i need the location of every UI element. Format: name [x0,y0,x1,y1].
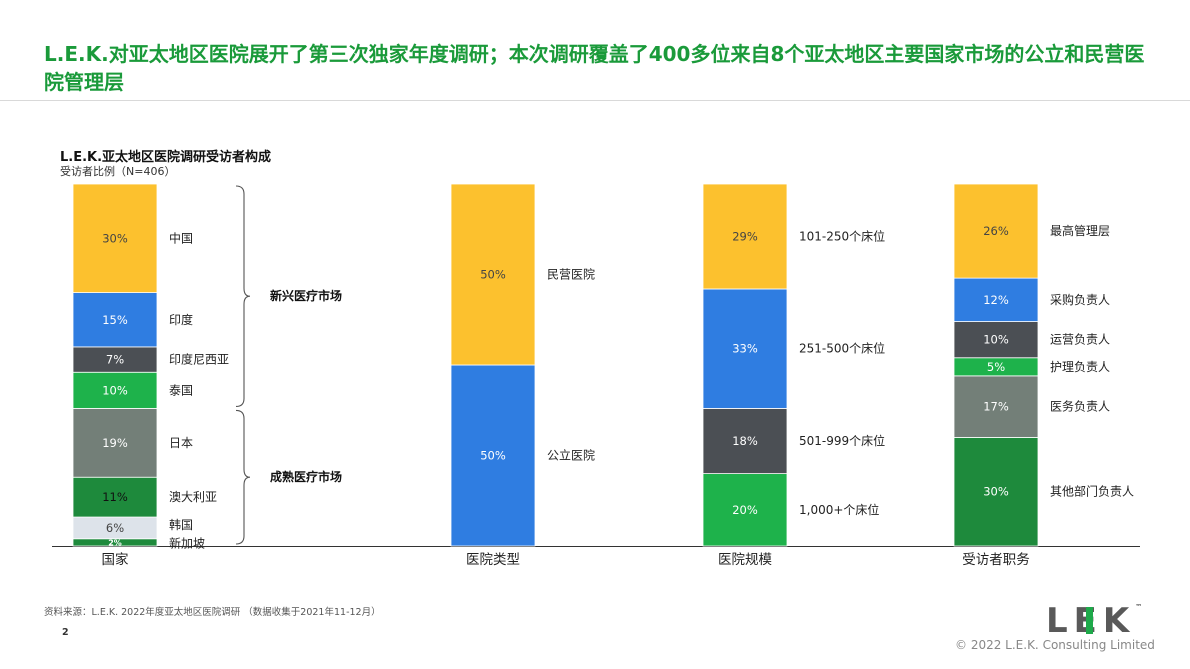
data-label: 18% [732,434,758,448]
data-label: 15% [102,313,128,327]
data-label: 50% [480,268,506,282]
category-label: 医院规模 [718,552,772,568]
segment-label: 101-250个床位 [799,228,885,243]
group-label: 新兴医疗市场 [270,288,342,303]
data-label: 19% [102,436,128,450]
segment-label: 新加坡 [169,535,205,550]
data-label: 12% [983,293,1009,307]
segment-label: 澳大利亚 [169,490,217,504]
logo-trademark: ™ [1135,603,1143,611]
data-label: 7% [106,353,124,367]
bar-segment [450,364,536,547]
data-label: 50% [480,449,506,463]
data-label: 26% [983,224,1009,238]
data-label: 5% [987,360,1005,374]
bar-segment [953,375,1039,438]
bar-segment [702,288,788,409]
group-label: 成熟医疗市场 [270,469,342,484]
data-label: 33% [732,342,758,356]
segment-label: 韩国 [169,517,193,532]
segment-label: 中国 [169,230,193,245]
bar-segment [72,371,158,409]
copyright: © 2022 L.E.K. Consulting Limited [955,638,1155,652]
data-label: 20% [732,503,758,517]
data-label: 30% [983,485,1009,499]
segment-label: 其他部门负责人 [1050,484,1134,499]
segment-label: 最高管理层 [1050,223,1110,238]
segment-label: 泰国 [169,383,193,397]
data-label: 17% [983,400,1009,414]
segment-label: 251-500个床位 [799,341,885,356]
segment-label: 采购负责人 [1050,292,1110,307]
category-label: 受访者职务 [962,552,1030,568]
segment-label: 运营负责人 [1050,333,1110,347]
category-label: 国家 [102,551,129,568]
logo-accent-bar [1086,607,1093,634]
bar-segment [72,183,158,293]
bar-segment [702,183,788,290]
bar-segment [702,408,788,475]
chart-subtitle: 受访者比例（N=406） [60,165,176,178]
data-label: 2% [108,538,122,547]
bar-segment [953,183,1039,279]
group-brace [235,409,251,545]
segment-label: 印度尼西亚 [169,352,229,367]
data-label: 6% [106,521,124,535]
source-note: 资料来源：L.E.K. 2022年度亚太地区医院调研 （数据收集于2021年11… [44,607,381,618]
lek-logo: LEK™ [1046,601,1142,641]
data-label: 11% [102,490,128,504]
title-divider [0,100,1190,101]
bar-segment [450,183,536,366]
segment-label: 公立医院 [547,448,595,463]
stacked-bar-chart: 2% 新加坡 6% 韩国 11% 澳大利亚 19% 日本 10% 泰国 7% 印度尼西亚 15% 印度 30… [52,183,1140,568]
bar-segment [72,346,158,373]
group-brace [235,185,251,407]
segment-label: 护理负责人 [1050,360,1110,374]
data-label: 10% [102,383,128,397]
segment-label: 民营医院 [547,268,595,282]
page-title: L.E.K.对亚太地区医院展开了第三次独家年度调研；本次调研覆盖了400多位来自… [44,42,1145,94]
category-label: 医院类型 [466,552,520,568]
bar-segment [72,476,158,518]
bar-segment [702,473,788,547]
bar-segment [953,277,1039,322]
segment-label: 1,000+个床位 [799,502,879,517]
data-label: 29% [732,229,758,243]
segment-label: 日本 [169,436,193,450]
segment-label: 医务负责人 [1050,399,1110,414]
bar-segment [72,408,158,478]
data-label: 30% [102,231,128,245]
page-number: 2 [62,627,69,638]
data-label: 10% [983,333,1009,347]
segment-label: 印度 [169,312,193,327]
bar-segment [953,321,1039,359]
segment-label: 501-999个床位 [799,433,885,448]
chart-title: L.E.K.亚太地区医院调研受访者构成 [60,150,272,165]
